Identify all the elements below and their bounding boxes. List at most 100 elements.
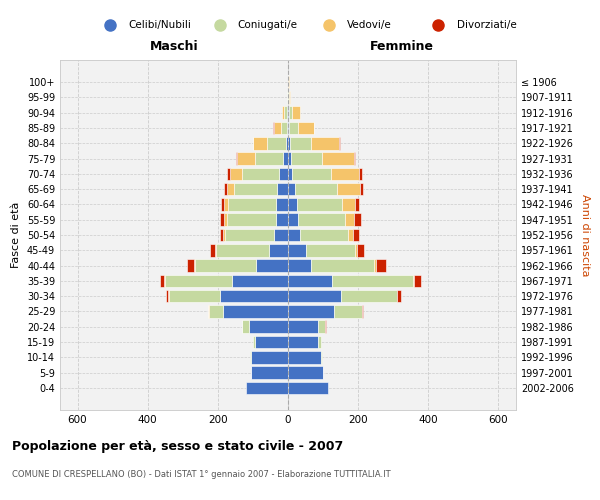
Bar xyxy=(232,274,288,287)
Bar xyxy=(286,137,288,149)
Bar xyxy=(250,351,251,364)
Bar xyxy=(251,351,288,364)
Bar xyxy=(292,168,331,180)
Bar xyxy=(250,320,288,333)
Bar xyxy=(353,228,359,241)
Text: Femmine: Femmine xyxy=(370,40,434,53)
Text: Celibi/Nubili: Celibi/Nubili xyxy=(128,20,191,30)
Bar xyxy=(318,336,320,348)
Bar xyxy=(276,214,288,226)
Bar xyxy=(236,152,237,165)
Bar xyxy=(276,198,288,210)
Bar xyxy=(288,260,311,272)
Bar xyxy=(289,122,298,134)
Text: Coniugati/e: Coniugati/e xyxy=(238,20,298,30)
Bar xyxy=(288,122,289,134)
Text: Maschi: Maschi xyxy=(149,40,199,53)
Bar xyxy=(358,244,364,256)
Bar xyxy=(224,183,227,196)
Bar xyxy=(318,320,325,333)
Bar xyxy=(288,244,305,256)
Bar xyxy=(195,260,256,272)
Bar xyxy=(220,228,223,241)
Bar xyxy=(267,137,286,149)
Bar xyxy=(289,91,290,104)
Bar xyxy=(288,320,318,333)
Bar xyxy=(291,152,322,165)
Bar xyxy=(281,106,284,119)
Bar xyxy=(295,183,337,196)
Bar xyxy=(288,214,298,226)
Bar xyxy=(229,198,276,210)
Bar xyxy=(297,198,343,210)
Bar xyxy=(256,260,288,272)
Bar xyxy=(164,274,165,287)
Bar xyxy=(209,305,223,318)
Bar xyxy=(300,228,347,241)
Bar xyxy=(339,137,340,149)
Bar xyxy=(223,305,288,318)
Bar xyxy=(362,305,363,318)
Bar xyxy=(227,214,276,226)
Bar xyxy=(298,214,345,226)
Y-axis label: Anni di nascita: Anni di nascita xyxy=(580,194,590,276)
Bar xyxy=(253,336,254,348)
Bar xyxy=(288,366,323,379)
Text: Vedovi/e: Vedovi/e xyxy=(347,20,392,30)
Bar xyxy=(166,290,169,302)
Bar xyxy=(288,290,341,302)
Bar xyxy=(279,168,288,180)
Bar xyxy=(311,137,339,149)
Bar xyxy=(224,198,229,210)
Bar xyxy=(208,305,209,318)
Bar xyxy=(347,228,353,241)
Bar xyxy=(289,106,292,119)
Bar xyxy=(269,244,288,256)
Bar xyxy=(311,260,374,272)
Bar xyxy=(376,260,386,272)
Bar xyxy=(332,274,413,287)
Bar xyxy=(242,320,250,333)
Bar xyxy=(288,137,290,149)
Bar xyxy=(288,305,334,318)
Bar xyxy=(284,106,287,119)
Bar xyxy=(246,382,288,394)
Bar xyxy=(242,168,279,180)
Bar xyxy=(220,214,224,226)
Bar xyxy=(288,274,332,287)
Bar xyxy=(354,214,361,226)
Bar xyxy=(290,137,311,149)
Bar xyxy=(227,168,230,180)
Bar xyxy=(345,214,354,226)
Bar xyxy=(274,228,288,241)
Bar xyxy=(288,336,318,348)
Bar xyxy=(233,183,277,196)
Bar xyxy=(355,198,359,210)
Bar xyxy=(397,290,401,302)
Bar xyxy=(165,274,232,287)
Bar xyxy=(230,168,242,180)
Bar xyxy=(288,228,300,241)
Bar xyxy=(288,382,328,394)
Bar xyxy=(413,274,414,287)
Bar xyxy=(225,228,274,241)
Bar xyxy=(322,152,354,165)
Bar xyxy=(355,244,358,256)
Bar xyxy=(220,290,288,302)
Bar xyxy=(298,122,314,134)
Bar xyxy=(287,122,288,134)
Bar xyxy=(360,183,364,196)
Bar xyxy=(237,152,254,165)
Bar xyxy=(287,91,288,104)
Bar xyxy=(251,366,288,379)
Bar xyxy=(287,106,288,119)
Bar xyxy=(216,244,269,256)
Bar xyxy=(288,152,291,165)
Bar xyxy=(187,260,194,272)
Bar xyxy=(211,244,215,256)
Bar xyxy=(305,244,355,256)
Bar xyxy=(331,168,359,180)
Text: COMUNE DI CRESPELLANO (BO) - Dati ISTAT 1° gennaio 2007 - Elaborazione TUTTITALI: COMUNE DI CRESPELLANO (BO) - Dati ISTAT … xyxy=(12,470,391,479)
Bar xyxy=(341,290,397,302)
Bar xyxy=(221,198,224,210)
